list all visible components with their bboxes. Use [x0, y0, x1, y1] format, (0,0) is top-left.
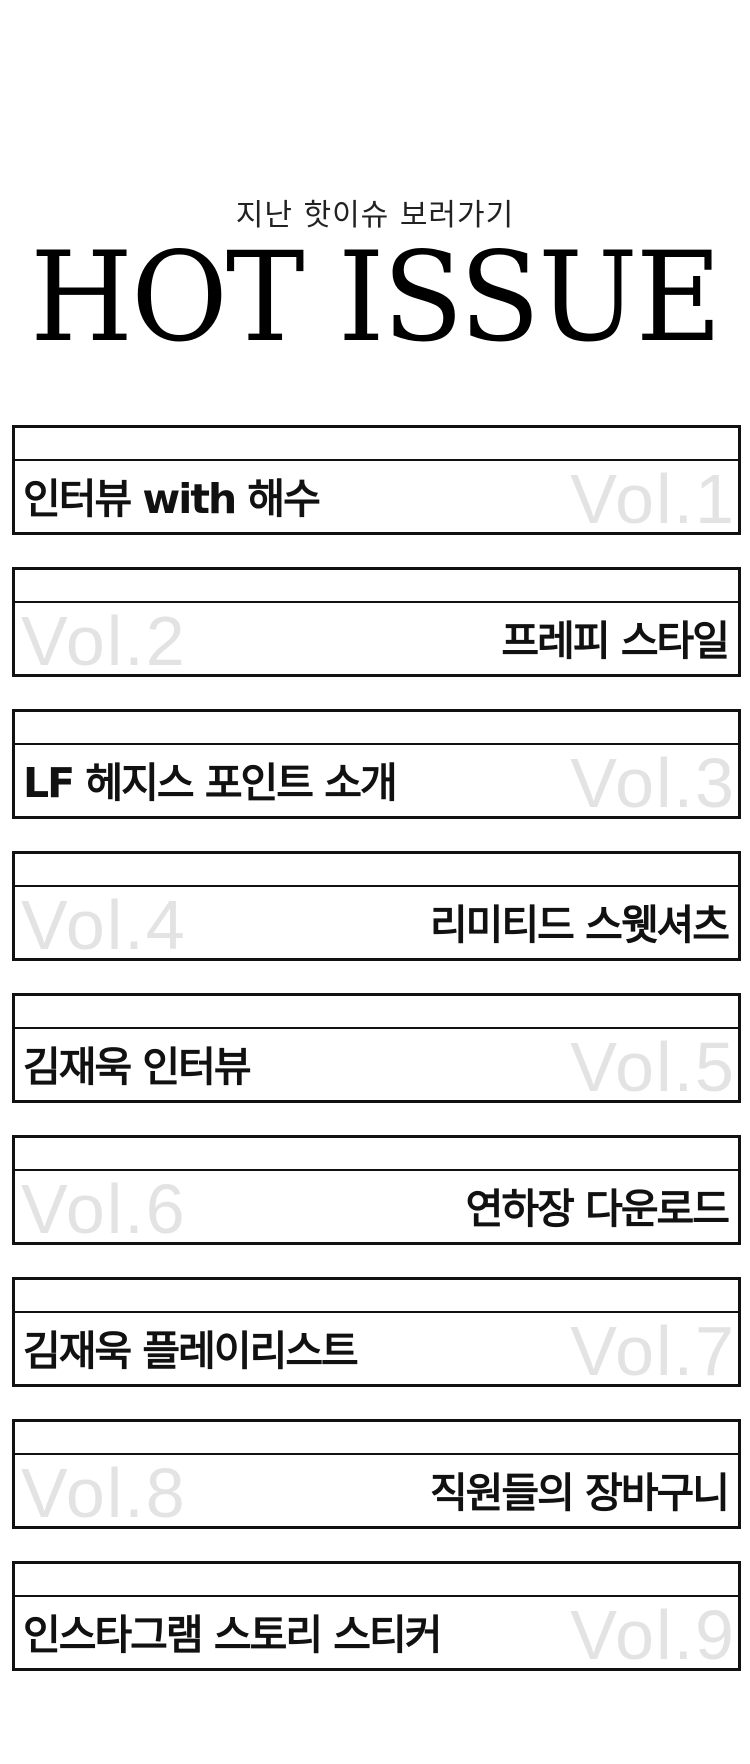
issue-vol: Vol.1	[570, 460, 736, 535]
card-tab	[15, 1280, 738, 1313]
card-tab	[15, 428, 738, 461]
issue-card-vol-5[interactable]: 김재욱 인터뷰 Vol.5	[12, 993, 741, 1103]
issue-vol: Vol.2	[21, 602, 187, 677]
issue-title: 연하장 다운로드	[465, 1185, 730, 1233]
issue-title: 인터뷰 with 해수	[23, 475, 321, 523]
card-tab	[15, 1422, 738, 1455]
issue-vol: Vol.4	[21, 886, 187, 961]
card-tab	[15, 854, 738, 887]
issue-title: LF 헤지스 포인트 소개	[23, 759, 398, 807]
issue-card-vol-7[interactable]: 김재욱 플레이리스트 Vol.7	[12, 1277, 741, 1387]
issue-card-vol-2[interactable]: Vol.2 프레피 스타일	[12, 567, 741, 677]
issue-card-vol-1[interactable]: 인터뷰 with 해수 Vol.1	[12, 425, 741, 535]
issue-list: 인터뷰 with 해수 Vol.1 Vol.2 프레피 스타일 LF 헤지스 포…	[12, 425, 741, 1703]
issue-card-vol-6[interactable]: Vol.6 연하장 다운로드	[12, 1135, 741, 1245]
card-tab	[15, 1564, 738, 1597]
issue-title: 김재욱 인터뷰	[23, 1043, 252, 1091]
issue-vol: Vol.5	[570, 1028, 736, 1103]
issue-title: 김재욱 플레이리스트	[23, 1327, 359, 1375]
issue-card-vol-9[interactable]: 인스타그램 스토리 스티커 Vol.9	[12, 1561, 741, 1671]
issue-title: 리미티드 스웻셔츠	[429, 901, 730, 949]
issue-title: 프레피 스타일	[501, 617, 730, 665]
card-tab	[15, 712, 738, 745]
issue-card-vol-4[interactable]: Vol.4 리미티드 스웻셔츠	[12, 851, 741, 961]
card-tab	[15, 1138, 738, 1171]
issue-vol: Vol.8	[21, 1454, 187, 1529]
card-tab	[15, 570, 738, 603]
issue-vol: Vol.9	[570, 1596, 736, 1671]
issue-card-vol-3[interactable]: LF 헤지스 포인트 소개 Vol.3	[12, 709, 741, 819]
issue-title: 인스타그램 스토리 스티커	[23, 1611, 442, 1659]
issue-title: 직원들의 장바구니	[429, 1469, 730, 1517]
issue-vol: Vol.7	[570, 1312, 736, 1387]
card-tab	[15, 996, 738, 1029]
page-subtitle: 지난 핫이슈 보러가기	[235, 198, 515, 233]
issue-card-vol-8[interactable]: Vol.8 직원들의 장바구니	[12, 1419, 741, 1529]
page-title: HOT ISSUE	[30, 224, 722, 370]
issue-vol: Vol.6	[21, 1170, 187, 1245]
issue-vol: Vol.3	[570, 744, 736, 819]
